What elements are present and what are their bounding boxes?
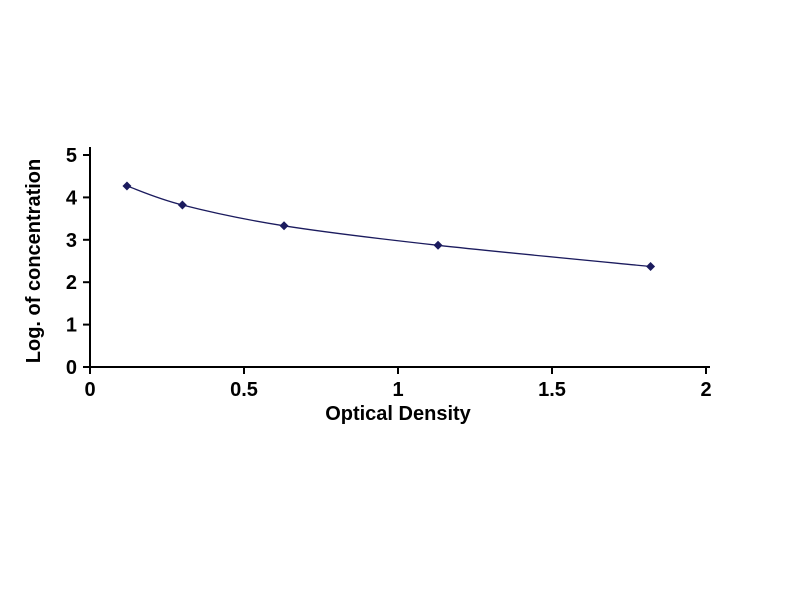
data-point-marker: [646, 262, 656, 272]
y-tick-label: 3: [66, 230, 77, 252]
x-tick-label: 1: [392, 379, 403, 401]
curve-line: [126, 185, 651, 268]
y-tick-label: 5: [66, 145, 77, 167]
x-tick-label: 1.5: [538, 379, 566, 401]
x-tick-label: 0: [84, 379, 95, 401]
x-tick-label: 2: [700, 379, 711, 401]
data-point-marker: [122, 181, 132, 191]
x-tick-label: 0.5: [230, 379, 258, 401]
data-point-markers: [122, 181, 656, 272]
y-tick-label: 4: [66, 187, 78, 209]
y-tick-label: 0: [66, 357, 77, 379]
x-axis-label: Optical Density: [325, 403, 471, 425]
data-point-marker: [279, 221, 289, 231]
y-axis-label: Log. of concentration: [23, 159, 45, 363]
y-tick-label: 1: [66, 315, 77, 337]
axes: [89, 147, 710, 368]
y-tick-label: 2: [66, 272, 77, 294]
data-point-marker: [433, 240, 443, 250]
data-point-marker: [177, 200, 187, 210]
